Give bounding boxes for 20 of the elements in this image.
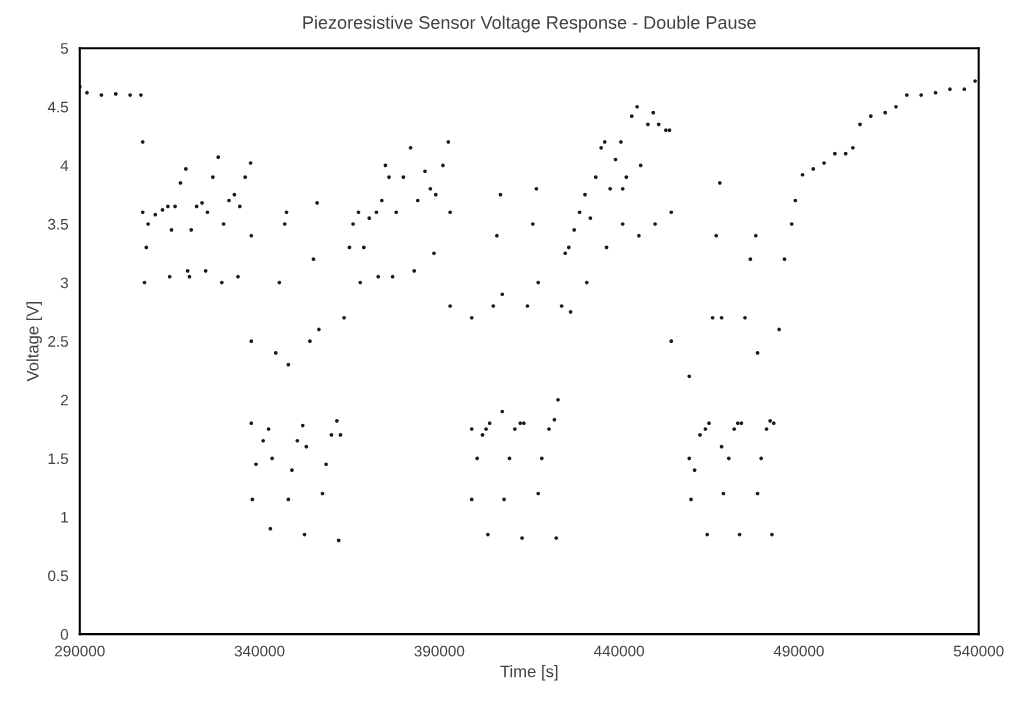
x-axis-title: Time [s] [500,665,558,681]
x-tick-label: 490000 [773,645,824,657]
x-tick-label: 390000 [414,645,465,657]
x-tick-label: 540000 [953,645,1004,657]
chart-title: Piezoresistive Sensor Voltage Response - Double Pause [303,15,756,33]
y-tick-label: 4 [60,160,69,171]
y-tick-label: 3 [60,277,69,289]
y-tick-label: 1.5 [48,453,69,465]
y-tick-label: 0.5 [48,570,69,582]
x-tick-label: 340000 [234,645,285,657]
y-tick-label: 0 [60,629,69,640]
y-tick-label: 2 [60,394,68,406]
y-tick-label: 1 [61,511,68,523]
y-tick-label: 2.5 [48,336,69,347]
x-tick-label: 440000 [593,645,645,657]
x-tick-label: 290000 [55,645,105,657]
y-tick-label: 5 [60,43,69,54]
y-tick-label: 4.5 [47,101,69,113]
y-axis-title: Voltage [V] [26,302,42,382]
y-tick-label: 3.5 [48,218,69,230]
